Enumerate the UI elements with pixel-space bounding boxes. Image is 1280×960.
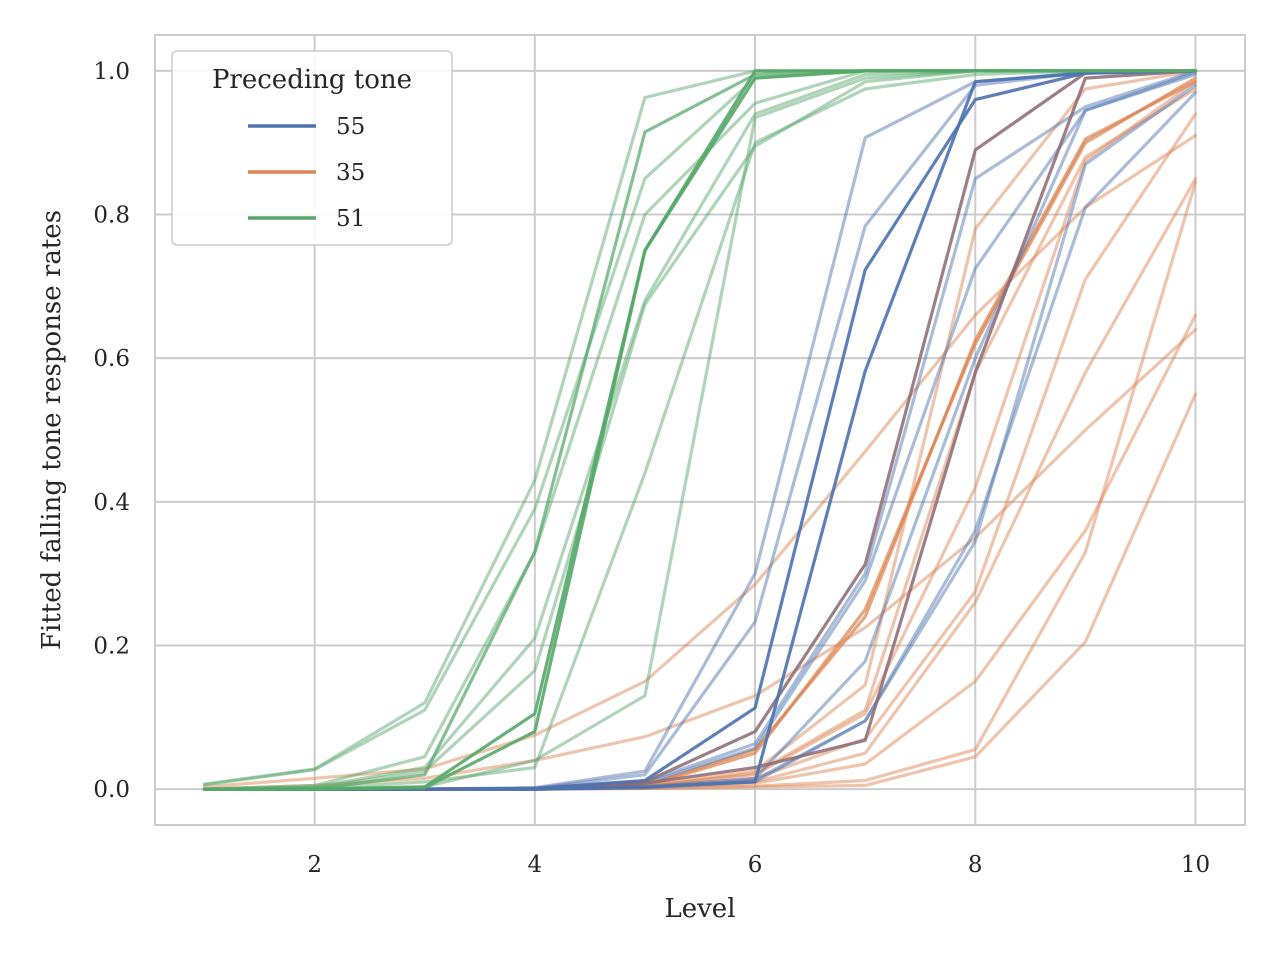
legend-label-51: 51 xyxy=(336,206,365,232)
legend-box xyxy=(171,50,453,246)
y-tick-label: 0.2 xyxy=(93,633,130,659)
legend-label-35: 35 xyxy=(336,160,365,186)
legend: Preceding tone 55 35 51 xyxy=(171,50,453,246)
y-tick-label: 1.0 xyxy=(93,59,130,85)
legend-title: Preceding tone xyxy=(212,65,412,95)
x-tick-label: 10 xyxy=(1181,852,1210,878)
legend-label-55: 55 xyxy=(336,114,365,140)
y-axis-label: Fitted falling tone response rates xyxy=(37,210,67,650)
series-line-51 xyxy=(202,69,1198,791)
x-tick-label: 2 xyxy=(307,852,322,878)
y-tick-labels: 0.0 0.2 0.4 0.6 0.8 1.0 xyxy=(93,59,130,803)
y-tick-label: 0.4 xyxy=(93,490,130,516)
y-tick-label: 0.8 xyxy=(93,203,130,229)
plot-frame xyxy=(154,34,1246,826)
x-axis-label: Level xyxy=(664,894,735,924)
series-lines xyxy=(202,69,1198,791)
series-line-35 xyxy=(202,133,1198,789)
x-tick-label: 4 xyxy=(528,852,543,878)
legend-entries: 55 35 51 xyxy=(248,114,365,232)
x-tick-labels: 2 4 6 8 10 xyxy=(307,852,1210,878)
y-tick-label: 0.0 xyxy=(93,777,130,803)
x-tick-label: 8 xyxy=(968,852,983,878)
x-tick-label: 6 xyxy=(748,852,763,878)
series-line-51 xyxy=(202,69,1198,791)
y-tick-label: 0.6 xyxy=(93,346,130,372)
